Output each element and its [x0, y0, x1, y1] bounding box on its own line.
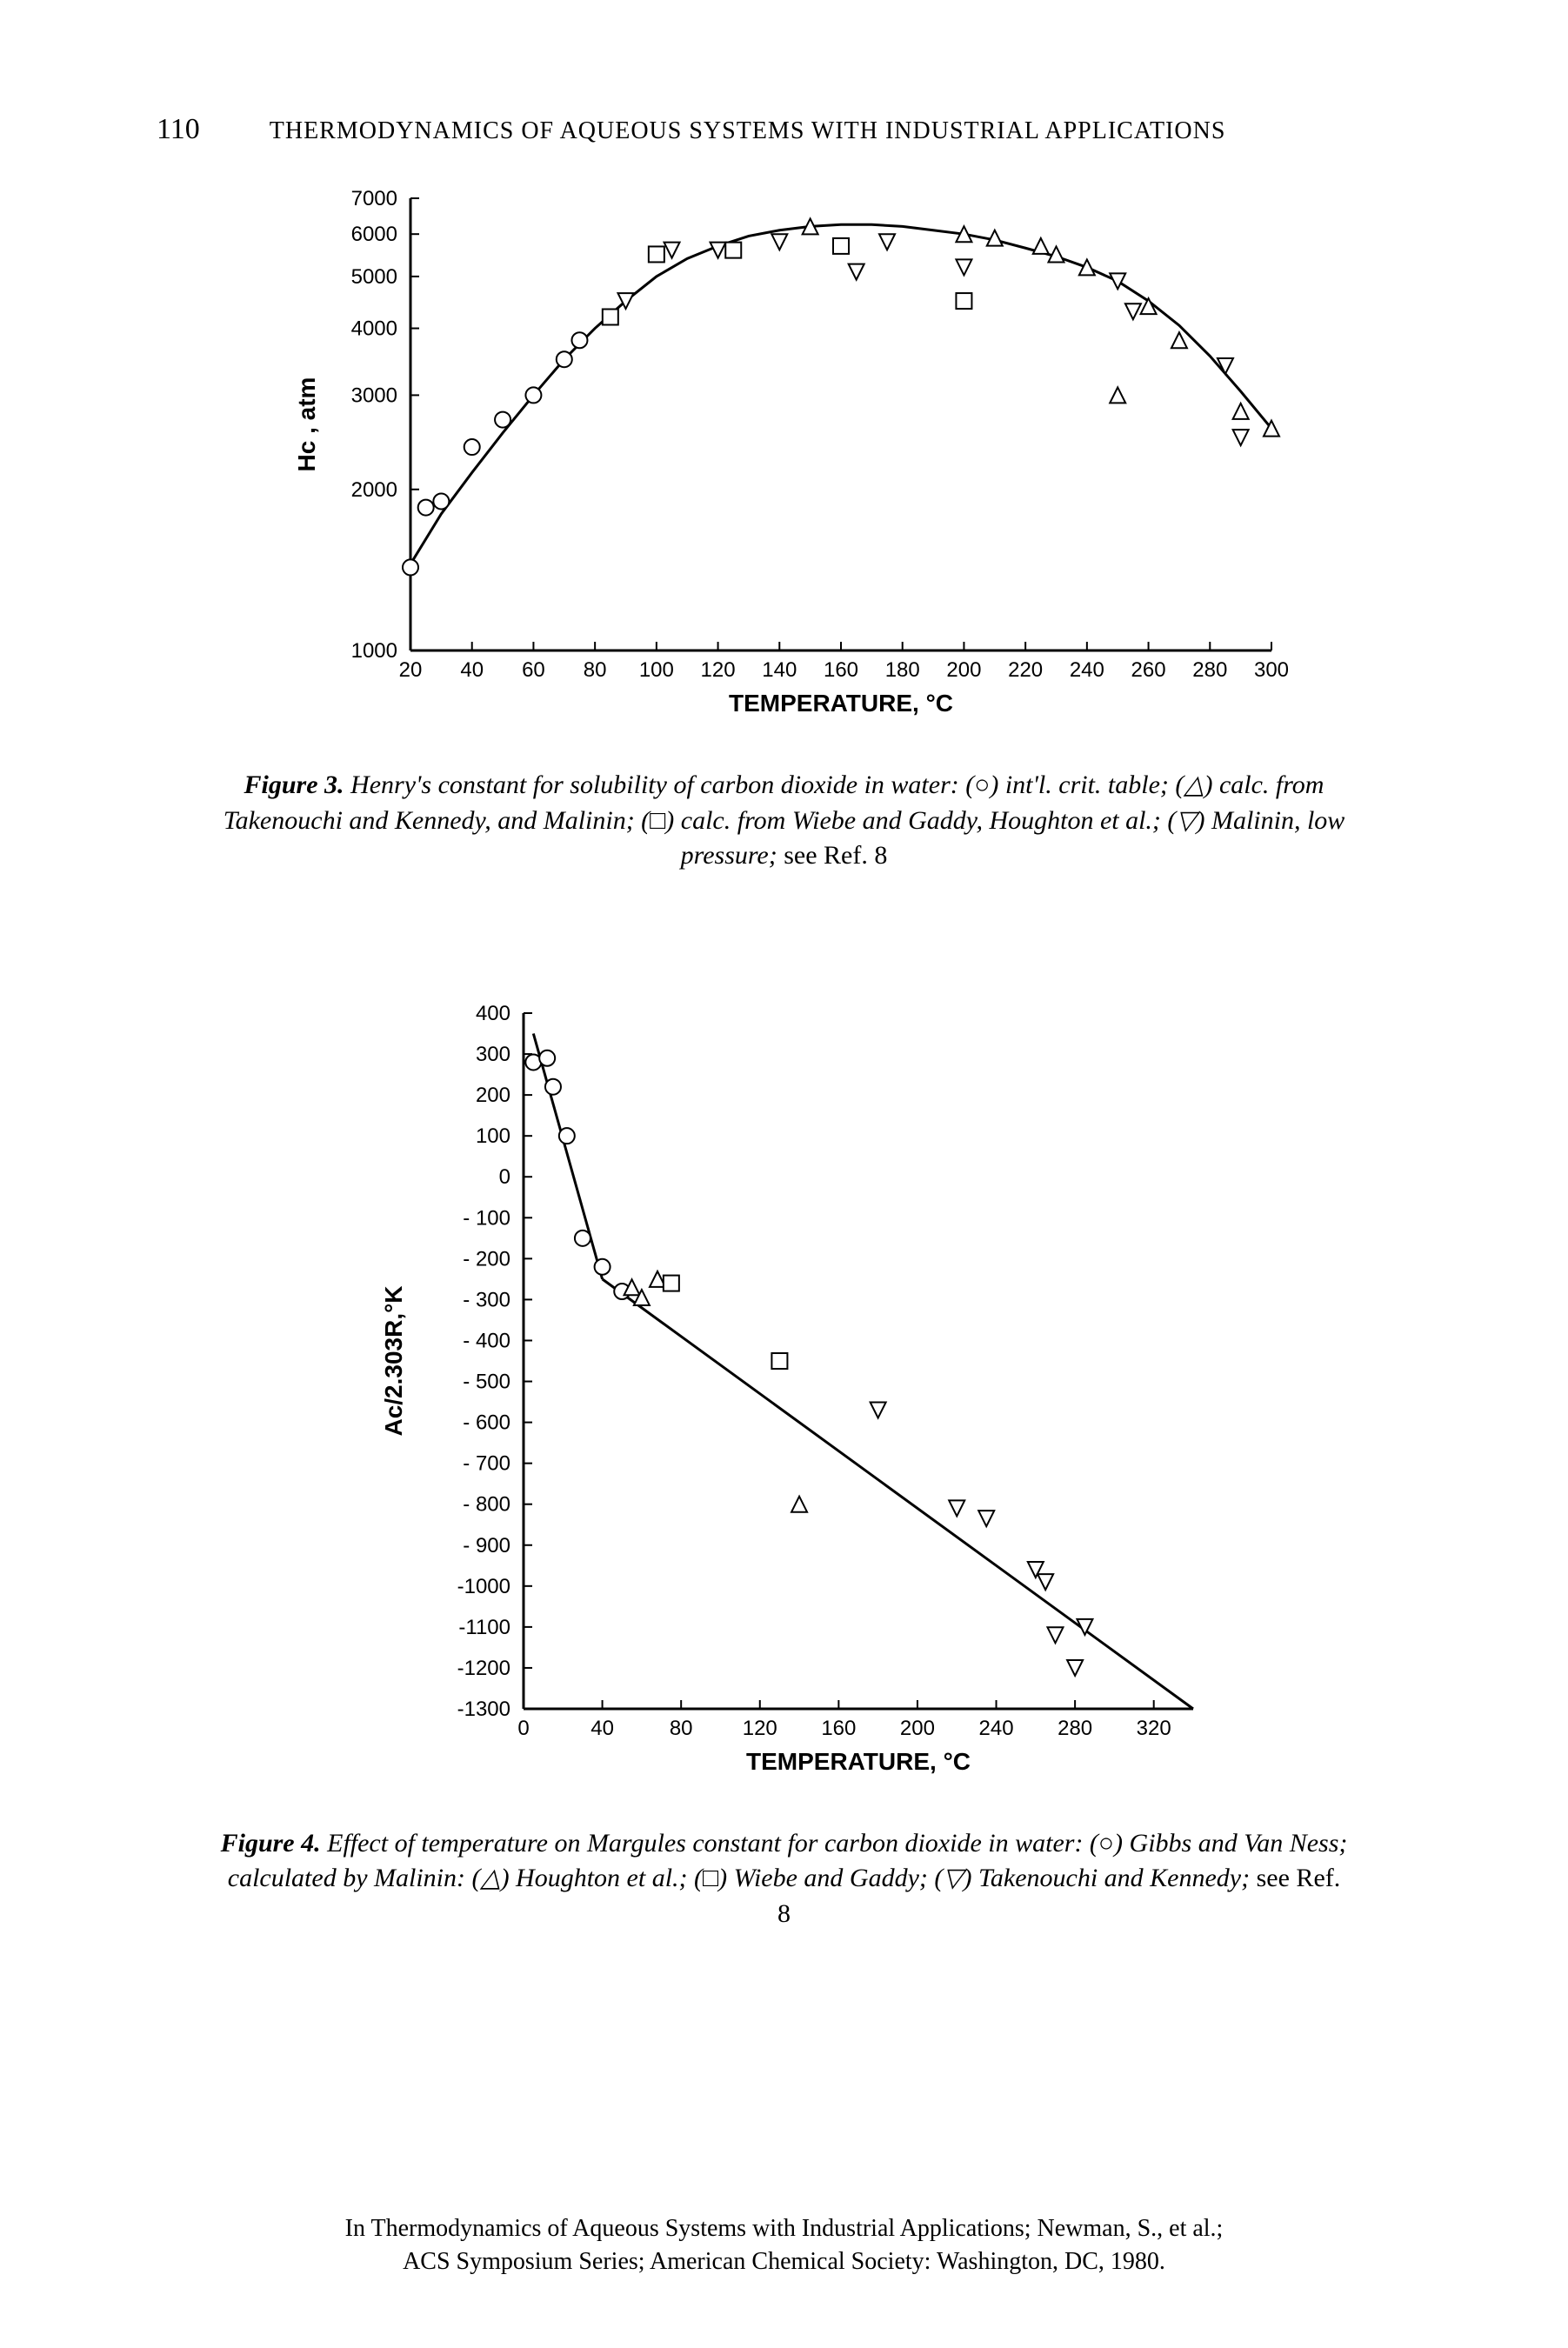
svg-text:- 500: - 500	[463, 1370, 510, 1393]
svg-text:140: 140	[762, 658, 797, 682]
svg-text:2000: 2000	[350, 478, 397, 502]
page-header: 110 THERMODYNAMICS OF AQUEOUS SYSTEMS WI…	[157, 113, 1411, 146]
svg-text:220: 220	[1008, 658, 1043, 682]
svg-text:100: 100	[475, 1124, 510, 1148]
svg-text:80: 80	[583, 658, 606, 682]
svg-text:4000: 4000	[350, 317, 397, 341]
figure-4-caption: Figure 4. Effect of temperature on Margu…	[219, 1826, 1350, 1932]
figure-3-chart: 20 40 60 80 100 120 140 160 180 200 220 240 260 280 30…	[263, 181, 1306, 737]
page: 110 THERMODYNAMICS OF AQUEOUS SYSTEMS WI…	[0, 0, 1568, 2348]
svg-text:1000: 1000	[350, 639, 397, 663]
svg-text:320: 320	[1136, 1717, 1171, 1740]
footer-line-2: ACS Symposium Series; American Chemical …	[0, 2245, 1568, 2278]
figure-3-caption-ref: see Ref. 8	[784, 841, 887, 870]
svg-text:160: 160	[821, 1717, 856, 1740]
running-head: THERMODYNAMICS OF AQUEOUS SYSTEMS WITH I…	[270, 117, 1226, 145]
svg-text:80: 80	[669, 1717, 692, 1740]
svg-text:-1000: -1000	[457, 1574, 510, 1598]
svg-text:- 400: - 400	[463, 1329, 510, 1352]
svg-text:200: 200	[946, 658, 981, 682]
svg-text:3000: 3000	[350, 384, 397, 407]
svg-text:240: 240	[1069, 658, 1104, 682]
figure-4-caption-text: Effect of temperature on Margules consta…	[228, 1829, 1348, 1893]
svg-text:120: 120	[700, 658, 735, 682]
figure-4-chart: 0 40 80 120 160 200 240 280 320 -1300 -1200 -1100 -1…	[350, 996, 1219, 1796]
svg-text:- 900: - 900	[463, 1533, 510, 1557]
svg-text:240: 240	[978, 1717, 1013, 1740]
figure-3-caption-label: Figure 3.	[244, 770, 344, 799]
svg-text:-1300: -1300	[457, 1698, 510, 1721]
svg-text:0: 0	[498, 1165, 510, 1189]
svg-text:280: 280	[1192, 658, 1227, 682]
svg-text:300: 300	[1253, 658, 1288, 682]
svg-text:0: 0	[517, 1717, 529, 1740]
svg-text:- 100: - 100	[463, 1206, 510, 1230]
figure-4-caption-label: Figure 4.	[221, 1829, 321, 1858]
svg-text:200: 200	[899, 1717, 934, 1740]
svg-text:-1100: -1100	[458, 1615, 510, 1638]
figure-3: 20 40 60 80 100 120 140 160 180 200 220 240 260 280 30…	[157, 181, 1411, 874]
svg-text:5000: 5000	[350, 265, 397, 289]
svg-text:40: 40	[460, 658, 484, 682]
figure-3-caption: Figure 3. Henry's constant for solubilit…	[219, 768, 1350, 874]
svg-text:- 700: - 700	[463, 1451, 510, 1475]
svg-text:280: 280	[1058, 1717, 1092, 1740]
svg-text:200: 200	[475, 1084, 510, 1107]
svg-text:400: 400	[475, 1002, 510, 1025]
svg-text:300: 300	[475, 1043, 510, 1066]
page-footer: In Thermodynamics of Aqueous Systems wit…	[0, 2212, 1568, 2278]
figure-4: 0 40 80 120 160 200 240 280 320 -1300 -1200 -1100 -1…	[157, 996, 1411, 1932]
svg-text:40: 40	[591, 1717, 614, 1740]
svg-text:TEMPERATURE, °C: TEMPERATURE, °C	[728, 690, 952, 717]
svg-text:- 200: - 200	[463, 1247, 510, 1271]
footer-line-1: In Thermodynamics of Aqueous Systems wit…	[0, 2212, 1568, 2245]
svg-text:- 600: - 600	[463, 1411, 510, 1434]
svg-text:160: 160	[823, 658, 857, 682]
svg-text:- 800: - 800	[463, 1492, 510, 1516]
svg-text:260: 260	[1131, 658, 1165, 682]
svg-text:- 300: - 300	[463, 1288, 510, 1311]
svg-text:120: 120	[742, 1717, 777, 1740]
svg-text:TEMPERATURE, °C: TEMPERATURE, °C	[745, 1748, 970, 1775]
svg-text:-1200: -1200	[457, 1656, 510, 1679]
svg-text:60: 60	[522, 658, 545, 682]
svg-text:180: 180	[884, 658, 919, 682]
svg-text:20: 20	[398, 658, 422, 682]
svg-text:6000: 6000	[350, 223, 397, 246]
page-number: 110	[157, 113, 200, 146]
svg-text:Hc , atm: Hc , atm	[293, 377, 320, 472]
svg-text:7000: 7000	[350, 187, 397, 210]
svg-text:100: 100	[638, 658, 673, 682]
svg-text:Ac/2.303R,°K: Ac/2.303R,°K	[380, 1285, 407, 1436]
